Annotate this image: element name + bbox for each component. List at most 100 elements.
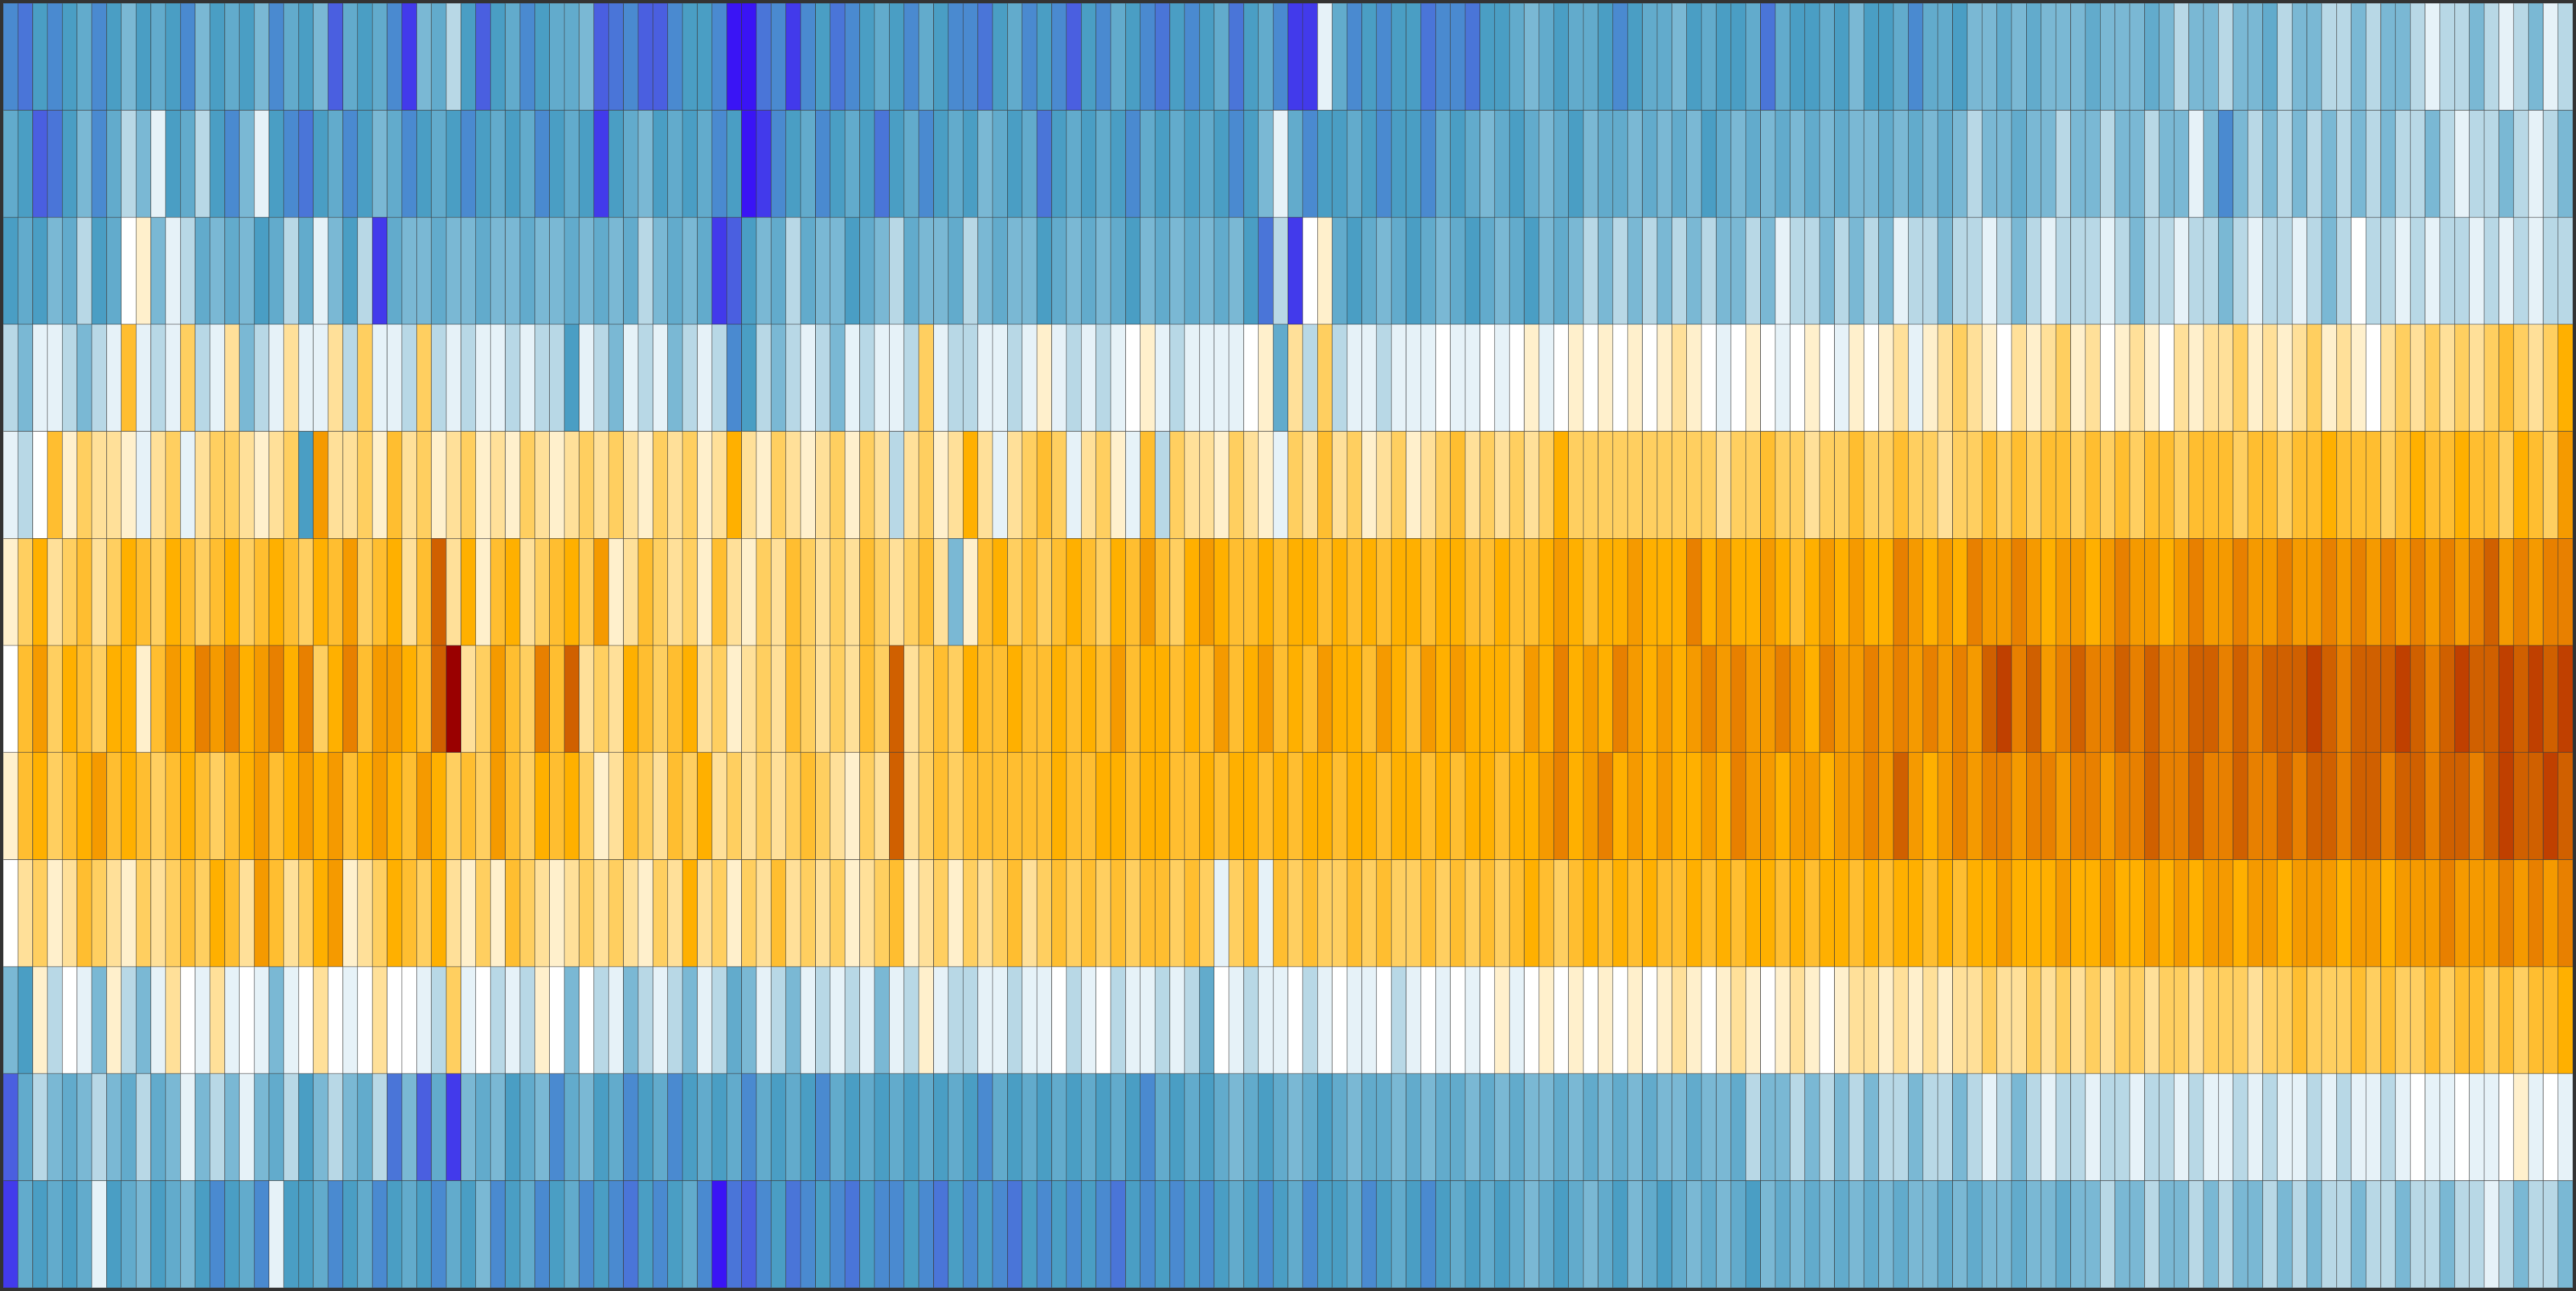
heatmap-cell	[2262, 109, 2278, 218]
heatmap-cell	[2055, 1073, 2072, 1182]
heatmap-cell	[1154, 1073, 1171, 1182]
heatmap-cell	[1848, 751, 1865, 861]
heatmap-cell	[1878, 1073, 1894, 1182]
heatmap-cell	[238, 109, 255, 218]
heatmap-cell	[2070, 645, 2086, 753]
heatmap-cell	[711, 538, 728, 646]
heatmap-cell	[2011, 751, 2028, 861]
heatmap-cell	[446, 217, 462, 325]
heatmap-cell	[2454, 751, 2470, 861]
heatmap-cell	[2395, 538, 2411, 646]
heatmap-cell	[534, 2, 550, 111]
heatmap-cell	[357, 645, 373, 753]
heatmap-cell	[1391, 966, 1407, 1074]
heatmap-cell	[180, 1073, 196, 1182]
heatmap-cell	[1863, 430, 1880, 540]
heatmap-cell	[814, 2, 831, 111]
heatmap-cell	[1641, 217, 1658, 325]
heatmap-cell	[446, 751, 462, 861]
heatmap-cell	[2129, 966, 2146, 1074]
heatmap-cell	[283, 217, 300, 325]
heatmap-cell	[770, 430, 787, 540]
heatmap-cell	[460, 217, 477, 325]
heatmap-cell	[652, 217, 669, 325]
heatmap-cell	[1154, 859, 1171, 967]
heatmap-cell	[1597, 538, 1614, 646]
heatmap-cell	[1981, 109, 1998, 218]
heatmap-cell	[726, 2, 743, 111]
heatmap-cell	[328, 859, 344, 967]
heatmap-cell	[1331, 430, 1348, 540]
heatmap-cell	[2439, 538, 2456, 646]
heatmap-cell	[1715, 217, 1732, 325]
heatmap-cell	[1243, 859, 1259, 967]
heatmap-cell	[1287, 1073, 1303, 1182]
heatmap-cell	[2026, 109, 2042, 218]
heatmap-cell	[2306, 966, 2322, 1074]
heatmap-cell	[430, 538, 447, 646]
heatmap-cell	[1287, 538, 1303, 646]
heatmap-cell	[1435, 645, 1451, 753]
heatmap-cell	[1775, 109, 1791, 218]
heatmap-cell	[32, 430, 48, 540]
heatmap-cell	[91, 430, 108, 540]
heatmap-cell	[770, 966, 787, 1074]
heatmap-cell	[1036, 1180, 1053, 1289]
heatmap-cell	[1449, 966, 1466, 1074]
heatmap-cell	[844, 751, 861, 861]
heatmap-cell	[2468, 2, 2485, 111]
heatmap-cell	[372, 538, 388, 646]
heatmap-cell	[2188, 1073, 2204, 1182]
heatmap-cell	[475, 966, 491, 1074]
heatmap-cell	[1833, 966, 1850, 1074]
heatmap-cell	[1567, 1180, 1584, 1289]
heatmap-cell	[1095, 751, 1111, 861]
heatmap-cell	[1523, 1180, 1540, 1289]
heatmap-cell	[1553, 859, 1569, 967]
heatmap-cell	[1967, 966, 1983, 1074]
heatmap-cell	[785, 324, 801, 432]
heatmap-cell	[2085, 2, 2101, 111]
heatmap-cell	[2129, 109, 2146, 218]
heatmap-cell	[2366, 1180, 2382, 1289]
heatmap-cell	[2085, 645, 2101, 753]
heatmap-cell	[386, 2, 403, 111]
heatmap-cell	[76, 109, 92, 218]
heatmap-cell	[120, 859, 137, 967]
heatmap-cell	[534, 109, 550, 218]
heatmap-cell	[490, 966, 506, 1074]
heatmap-cell	[829, 538, 846, 646]
heatmap-cell	[328, 109, 344, 218]
heatmap-cell	[136, 966, 152, 1074]
heatmap-cell	[180, 217, 196, 325]
heatmap-cell	[1435, 217, 1451, 325]
heatmap-cell	[1036, 1073, 1053, 1182]
heatmap-cell	[593, 217, 609, 325]
heatmap-cell	[1184, 538, 1200, 646]
heatmap-cell	[1169, 217, 1185, 325]
heatmap-cell	[430, 430, 447, 540]
heatmap-cell	[1523, 751, 1540, 861]
heatmap-cell	[2011, 645, 2028, 753]
heatmap-cell	[1243, 1073, 1259, 1182]
heatmap-cell	[298, 1073, 314, 1182]
heatmap-cell	[238, 2, 255, 111]
heatmap-cell	[2395, 1180, 2411, 1289]
heatmap-cell	[416, 751, 432, 861]
heatmap-cell	[1199, 2, 1215, 111]
heatmap-cell	[2070, 430, 2086, 540]
heatmap-cell	[1641, 751, 1658, 861]
heatmap-cell	[62, 1180, 78, 1289]
heatmap-cell	[1627, 1180, 1643, 1289]
heatmap-cell	[829, 859, 846, 967]
heatmap-cell	[2070, 217, 2086, 325]
heatmap-cell	[62, 430, 78, 540]
heatmap-cell	[2040, 645, 2056, 753]
heatmap-cell	[2336, 109, 2352, 218]
heatmap-cell	[1701, 430, 1717, 540]
heatmap-cell	[1021, 1180, 1037, 1289]
heatmap-cell	[401, 1073, 418, 1182]
heatmap-cell	[2232, 1180, 2248, 1289]
heatmap-cell	[1833, 1073, 1850, 1182]
heatmap-cell	[1612, 751, 1628, 861]
